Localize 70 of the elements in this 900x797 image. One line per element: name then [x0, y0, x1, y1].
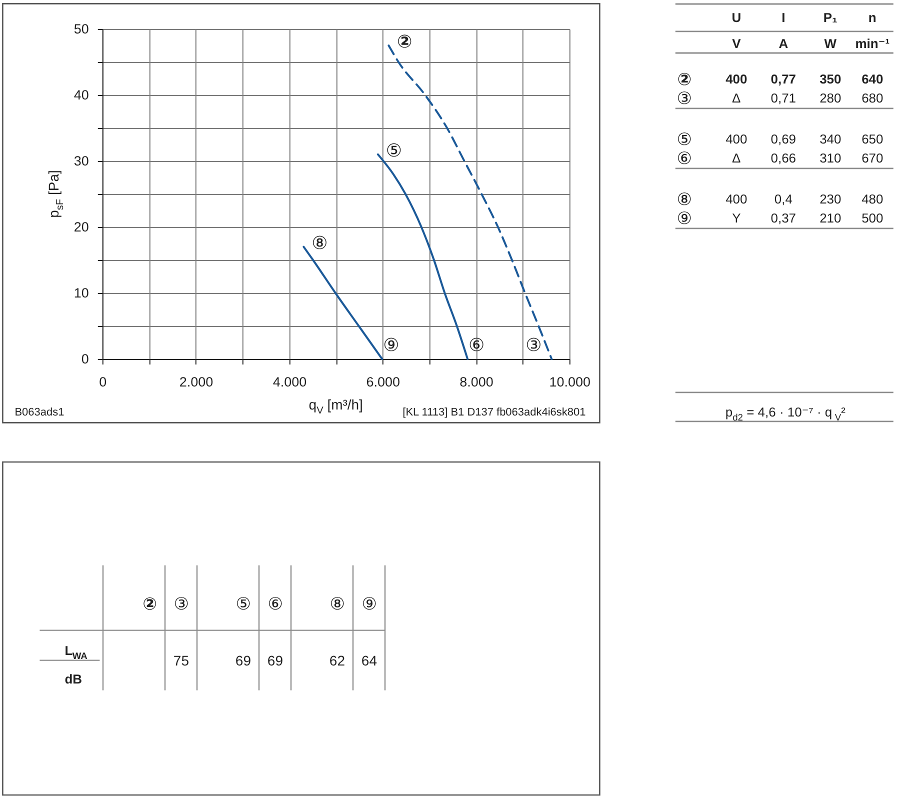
annotation: ⑨: [383, 335, 400, 355]
annotation: ⑧: [312, 232, 328, 253]
x-tick-label: 0: [99, 374, 107, 390]
category-label: ⑤: [236, 594, 251, 614]
annotation: ③: [526, 335, 542, 355]
category-label: P₁: [823, 10, 838, 26]
text: 0,37: [770, 210, 796, 226]
text: 340: [820, 132, 842, 147]
category-label: ②: [142, 594, 157, 614]
text: 230: [820, 192, 842, 207]
y-tick-label: 50: [74, 22, 89, 37]
text: B063ads1: [14, 406, 64, 419]
text: W: [824, 36, 837, 52]
text: Δ: [732, 150, 741, 166]
text: Y: [732, 210, 741, 226]
text: 0,66: [770, 150, 796, 166]
text: dB: [64, 671, 82, 686]
text: 350: [820, 72, 842, 87]
category-label: ⑥: [676, 149, 692, 168]
x-tick-label: 6.000: [366, 374, 400, 390]
x-tick-label: 8.000: [460, 374, 494, 390]
category-label: ③: [174, 594, 189, 614]
text: 0,4: [774, 192, 792, 207]
text: Δ: [732, 90, 741, 106]
category-label: ⑨: [362, 594, 377, 614]
category-label: ⑧: [330, 594, 345, 614]
category-label: ⑨: [676, 209, 692, 228]
text: 64: [361, 652, 377, 668]
annotation: ②: [397, 32, 412, 52]
text: 680: [862, 90, 884, 106]
text: 69: [267, 652, 283, 668]
text: [KL 1113] B1 D137 fb063adk4i6sk801: [402, 406, 586, 419]
category-label: ③: [676, 89, 692, 108]
text: min⁻¹: [855, 36, 890, 52]
text: 0,71: [770, 90, 796, 106]
category-label: ⑤: [676, 130, 692, 150]
text: 640: [862, 72, 884, 87]
annotation: ⑤: [386, 140, 402, 160]
y-tick-label: 30: [74, 154, 89, 168]
text: 400: [726, 72, 748, 87]
text: 480: [862, 192, 884, 207]
y-axis-title: psF [Pa]: [46, 170, 66, 218]
x-tick-label: 4.000: [272, 374, 307, 390]
category-label: ⑧: [676, 190, 692, 210]
y-tick-label: 20: [74, 220, 89, 234]
x-tick-label: 2.000: [179, 374, 214, 390]
text: 670: [862, 150, 884, 166]
text: 400: [726, 132, 748, 147]
y-tick-label: 10: [74, 286, 89, 300]
text: A: [778, 36, 788, 52]
text: 650: [862, 132, 884, 147]
category-label: ②: [677, 70, 692, 90]
text: 210: [820, 210, 842, 226]
y-tick-label: 40: [74, 88, 89, 103]
text: 280: [820, 90, 842, 106]
text: 0,77: [770, 72, 796, 87]
text: 69: [235, 652, 251, 668]
x-tick-label: 10.000: [549, 374, 591, 390]
text: 62: [329, 652, 345, 668]
category-label: ⑥: [268, 594, 283, 614]
text: V: [732, 36, 741, 52]
text: 0,69: [770, 132, 796, 147]
text: 400: [726, 192, 748, 207]
category-label: n: [868, 10, 876, 26]
text: 75: [173, 652, 189, 668]
y-tick-label: 0: [81, 352, 89, 366]
text: 310: [820, 150, 842, 166]
category-label: I: [782, 10, 786, 26]
text: 500: [862, 210, 884, 226]
category-label: U: [732, 10, 742, 26]
